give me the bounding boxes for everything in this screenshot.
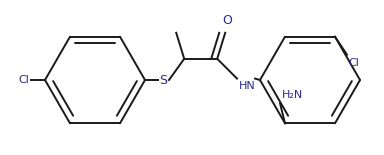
Text: Cl: Cl [348, 58, 359, 68]
Text: O: O [222, 14, 232, 27]
Text: HN: HN [239, 81, 256, 91]
Text: Cl: Cl [18, 75, 29, 85]
Text: S: S [159, 73, 167, 86]
Text: H₂N: H₂N [282, 90, 303, 100]
